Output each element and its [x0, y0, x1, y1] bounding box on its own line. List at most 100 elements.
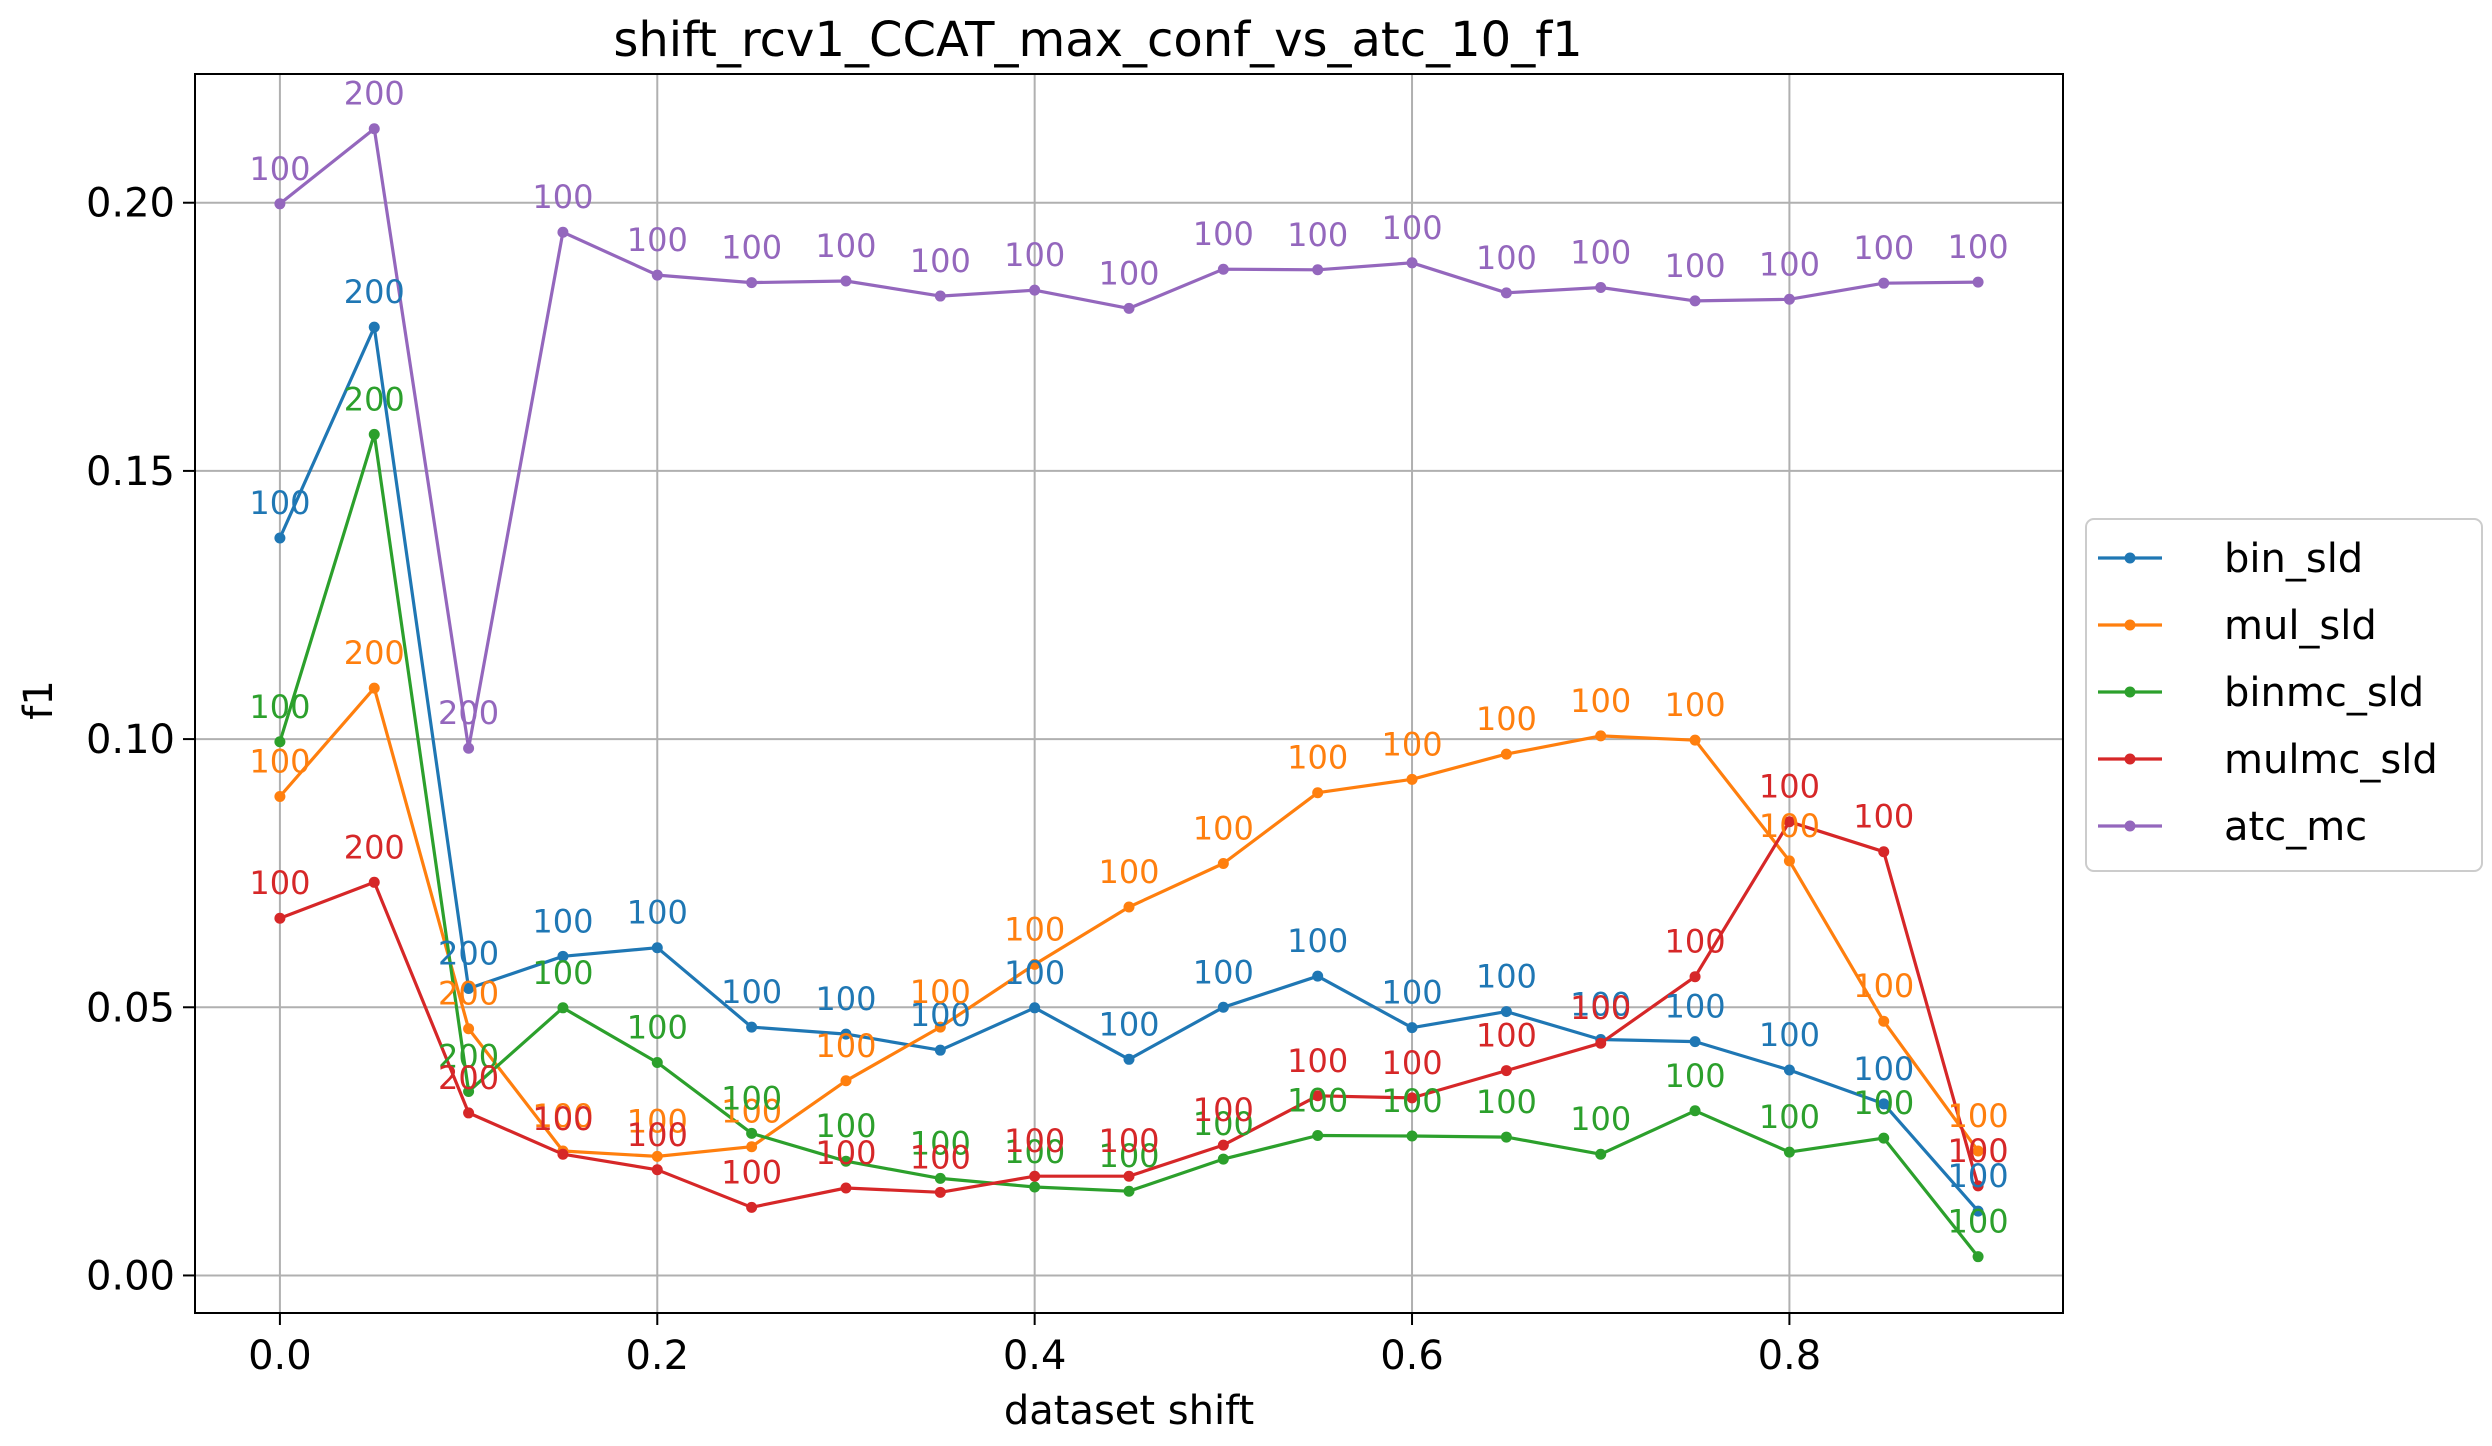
legend-marker-mul_sld: [2124, 619, 2136, 631]
legend-marker-mulmc_sld: [2124, 753, 2136, 765]
point-label-atc_mc: 100: [1853, 229, 1914, 267]
data-point-mul_sld: [651, 1150, 663, 1162]
point-label-binmc_sld: 200: [438, 1037, 499, 1075]
data-point-bin_sld: [274, 532, 286, 544]
data-point-binmc_sld: [934, 1172, 946, 1184]
legend-label-bin_sld: bin_sld: [2224, 536, 2363, 582]
point-label-mulmc_sld: 200: [438, 1059, 499, 1097]
data-point-atc_mc: [1878, 277, 1890, 289]
data-point-atc_mc: [1312, 264, 1324, 276]
legend: bin_sld mul_sld binmc_sld mulmc_sld atc_mc: [2085, 518, 2483, 872]
data-point-binmc_sld: [1406, 1130, 1418, 1142]
data-point-atc_mc: [1783, 293, 1795, 305]
data-point-atc_mc: [1123, 302, 1135, 314]
legend-label-atc_mc: atc_mc: [2224, 804, 2367, 850]
y-tick-label: 0.20: [86, 181, 175, 227]
data-point-bin_sld: [1312, 970, 1324, 982]
point-label-mulmc_sld: 100: [1759, 768, 1820, 806]
data-point-mulmc_sld: [557, 1148, 569, 1160]
legend-label-mulmc_sld: mulmc_sld: [2224, 737, 2438, 783]
data-point-binmc_sld: [1217, 1153, 1229, 1165]
point-label-binmc_sld: 100: [1853, 1084, 1914, 1122]
point-label-atc_mc: 100: [1948, 228, 2009, 266]
y-tick-label: 0.05: [86, 985, 175, 1031]
series-group: [274, 123, 1984, 1263]
x-tick-label: 0.2: [625, 1333, 689, 1379]
data-point-binmc_sld: [1123, 1185, 1135, 1197]
data-point-bin_sld: [934, 1044, 946, 1056]
legend-marker-bin_sld: [2124, 552, 2136, 564]
y-tick-label: 0.10: [86, 717, 175, 763]
point-label-mul_sld: 100: [249, 742, 310, 780]
point-label-mul_sld: 100: [627, 1102, 688, 1140]
data-point-bin_sld: [1217, 1001, 1229, 1013]
point-label-atc_mc: 100: [1287, 216, 1348, 254]
point-label-mulmc_sld: 100: [249, 864, 310, 902]
point-label-binmc_sld: 100: [532, 954, 593, 992]
data-point-bin_sld: [1123, 1053, 1135, 1065]
point-label-bin_sld: 100: [532, 902, 593, 940]
data-point-mulmc_sld: [840, 1182, 852, 1194]
data-point-atc_mc: [840, 275, 852, 287]
point-label-mulmc_sld: 100: [1381, 1044, 1442, 1082]
point-label-mul_sld: 100: [1665, 686, 1726, 724]
point-label-atc_mc: 100: [1004, 236, 1065, 274]
data-point-bin_sld: [1972, 1205, 1984, 1217]
point-label-atc_mc: 100: [1570, 233, 1631, 271]
point-label-bin_sld: 100: [1193, 953, 1254, 991]
data-point-atc_mc: [1500, 287, 1512, 299]
data-point-binmc_sld: [840, 1155, 852, 1167]
point-label-mulmc_sld: 100: [1098, 1122, 1159, 1160]
data-point-mul_sld: [934, 1021, 946, 1033]
data-point-atc_mc: [1029, 284, 1041, 296]
legend-label-mul_sld: mul_sld: [2224, 603, 2377, 649]
data-point-atc_mc: [746, 277, 758, 289]
data-point-binmc_sld: [1689, 1105, 1701, 1117]
data-point-atc_mc: [934, 290, 946, 302]
point-label-mul_sld: 100: [532, 1097, 593, 1135]
point-label-bin_sld: 100: [1004, 954, 1065, 992]
point-label-bin_sld: 100: [1665, 988, 1726, 1026]
data-point-mul_sld: [1689, 734, 1701, 746]
data-point-mul_sld: [368, 682, 380, 694]
data-point-mulmc_sld: [1595, 1037, 1607, 1049]
x-tick-label: 0.0: [248, 1333, 312, 1379]
point-label-mul_sld: 100: [1287, 739, 1348, 777]
point-label-mul_sld: 100: [1381, 725, 1442, 763]
point-label-mul_sld: 200: [438, 975, 499, 1013]
data-point-bin_sld: [746, 1021, 758, 1033]
data-point-mulmc_sld: [1783, 816, 1795, 828]
point-label-mulmc_sld: 100: [1570, 989, 1631, 1027]
legend-box: [2085, 518, 2483, 872]
point-label-mul_sld: 100: [1098, 853, 1159, 891]
chart-title: shift_rcv1_CCAT_max_conf_vs_atc_10_f1: [613, 12, 1582, 68]
point-label-mul_sld: 100: [1193, 810, 1254, 848]
point-label-mulmc_sld: 100: [627, 1116, 688, 1154]
point-label-mulmc_sld: 100: [1004, 1122, 1065, 1160]
point-label-binmc_sld: 100: [1287, 1081, 1348, 1119]
x-tick-label: 0.6: [1380, 1333, 1444, 1379]
point-label-binmc_sld: 100: [721, 1079, 782, 1117]
point-label-binmc_sld: 100: [1098, 1137, 1159, 1175]
point-label-bin_sld: 200: [438, 935, 499, 973]
point-label-mulmc_sld: 100: [1476, 1017, 1537, 1055]
point-label-bin_sld: 100: [1098, 1005, 1159, 1043]
y-axis-label: f1: [16, 680, 62, 720]
data-point-binmc_sld: [1595, 1148, 1607, 1160]
data-point-bin_sld: [1689, 1036, 1701, 1048]
point-label-atc_mc: 100: [249, 150, 310, 188]
point-label-binmc_sld: 100: [1193, 1105, 1254, 1143]
data-point-mulmc_sld: [1312, 1090, 1324, 1102]
data-point-binmc_sld: [651, 1057, 663, 1069]
point-label-mulmc_sld: 100: [1853, 798, 1914, 836]
point-label-binmc_sld: 100: [249, 688, 310, 726]
data-point-atc_mc: [463, 742, 475, 754]
point-label-atc_mc: 100: [1759, 245, 1820, 283]
data-point-mulmc_sld: [463, 1107, 475, 1119]
point-label-mul_sld: 100: [910, 973, 971, 1011]
point-label-bin_sld: 100: [910, 996, 971, 1034]
data-point-mul_sld: [746, 1141, 758, 1153]
data-point-atc_mc: [1406, 257, 1418, 269]
data-point-mul_sld: [1500, 748, 1512, 760]
